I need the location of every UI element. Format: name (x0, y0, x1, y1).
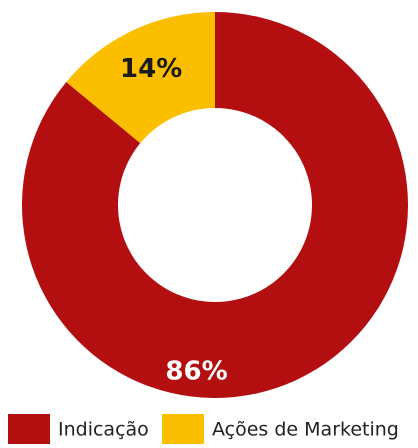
legend-label: Ações de Marketing (212, 419, 399, 441)
data-label: 14% (120, 54, 182, 84)
donut-slice (66, 11, 215, 144)
legend-swatch (8, 414, 50, 444)
data-label: 86% (165, 356, 227, 386)
legend-swatch (162, 414, 204, 444)
legend-label: Indicação (58, 419, 149, 441)
donut-slice (21, 12, 408, 398)
